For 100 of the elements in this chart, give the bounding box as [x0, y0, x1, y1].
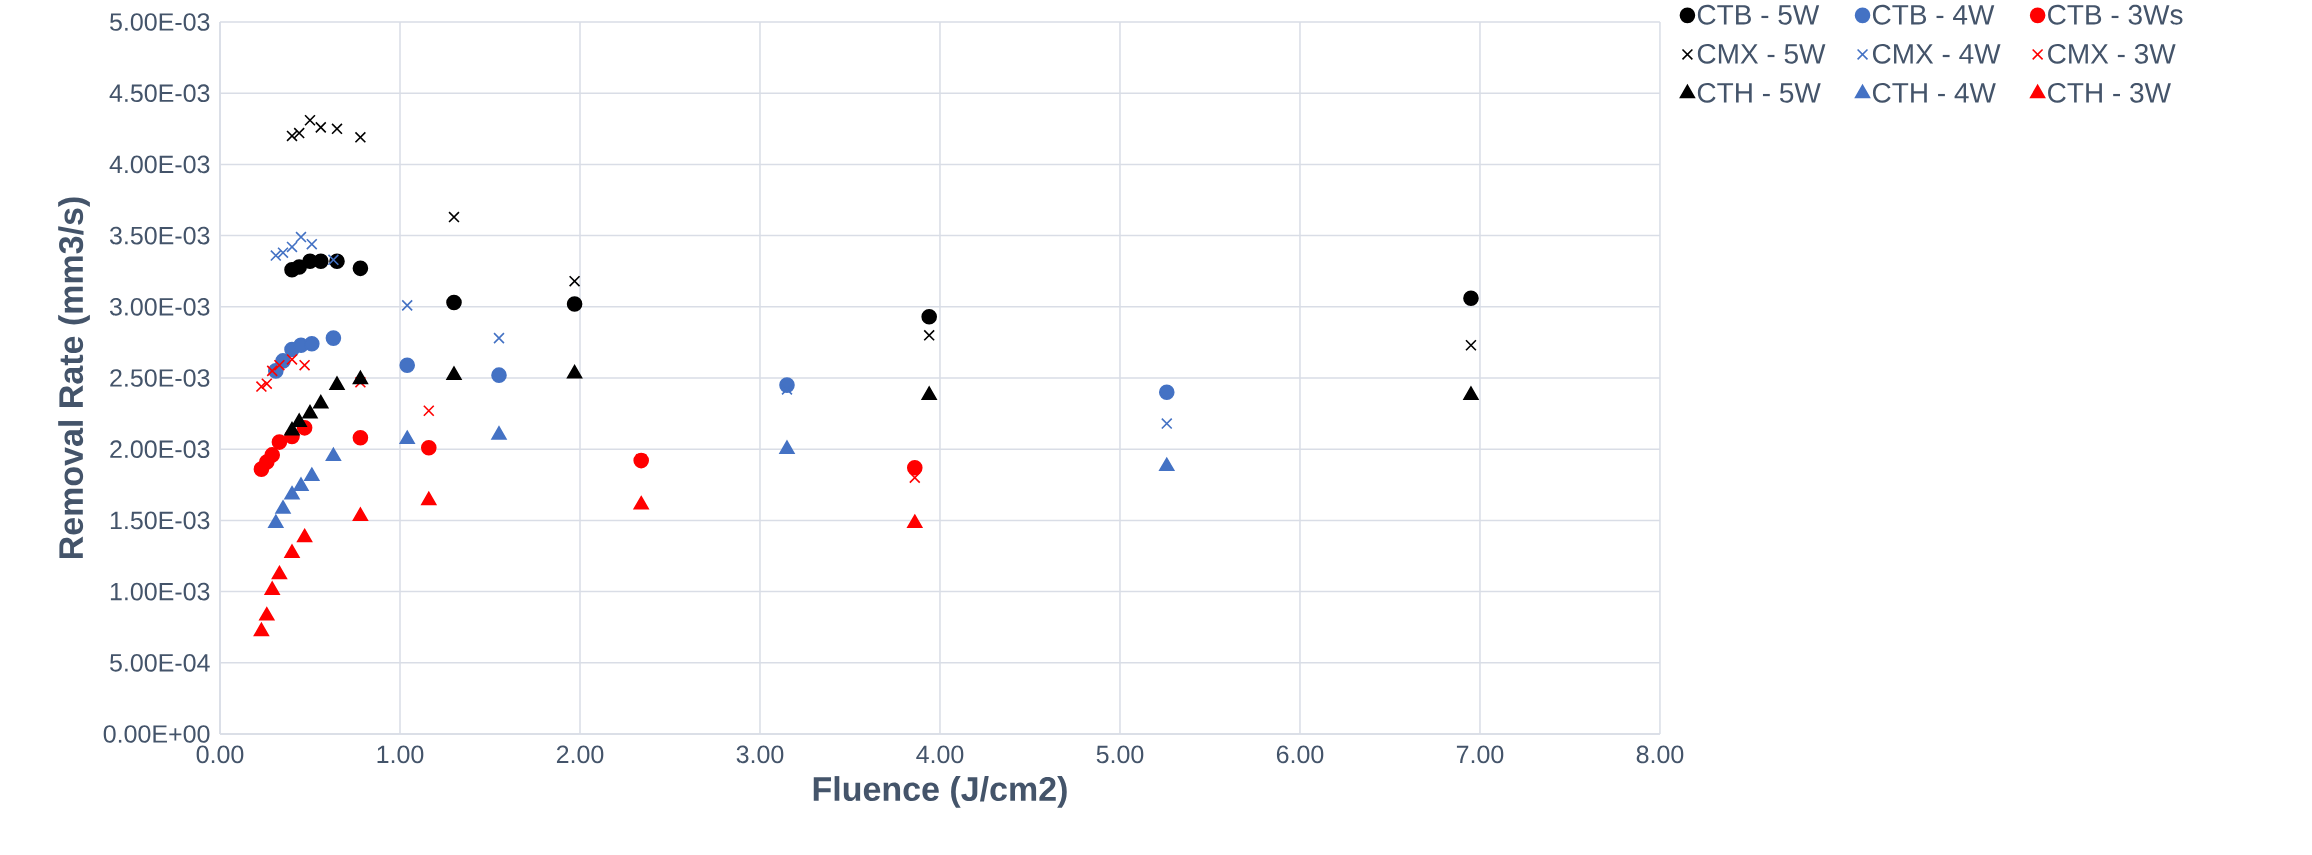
- legend-label: CTH - 3W: [2048, 82, 2171, 103]
- point: [304, 467, 320, 482]
- point: [306, 238, 318, 250]
- point: [329, 376, 345, 390]
- point: [1463, 386, 1479, 400]
- point: [264, 581, 280, 595]
- point: [315, 121, 327, 134]
- x-tick-label: 0.00: [196, 745, 244, 764]
- point: [491, 426, 507, 440]
- x-tick-label: 1.00: [377, 745, 424, 764]
- point: [327, 254, 340, 266]
- point: [253, 622, 270, 637]
- point: [352, 507, 369, 521]
- y-tick-label: 4.00E-03: [109, 155, 210, 174]
- point: [491, 367, 507, 383]
- point: [493, 332, 505, 344]
- x-tick-label: 7.00: [1456, 745, 1504, 764]
- point: [352, 430, 369, 446]
- x-tick-label: 3.00: [736, 745, 784, 764]
- point: [304, 336, 320, 352]
- legend-label: CTH - 5W: [1697, 82, 1821, 103]
- y-tick-label: 0.00E+00: [103, 725, 210, 743]
- point: [261, 377, 273, 390]
- y-tick-label: 1.00E-03: [110, 582, 210, 601]
- point: [354, 131, 367, 144]
- legend-label: CMX - 4W: [1872, 43, 2001, 64]
- point: [293, 127, 305, 139]
- x-tick-label: 5.00: [1096, 745, 1144, 764]
- point: [266, 365, 278, 377]
- point: [921, 308, 937, 325]
- point: [779, 440, 795, 454]
- point: [298, 359, 311, 371]
- point: [284, 485, 300, 500]
- x-tick-label: 2.00: [556, 745, 604, 764]
- point: [325, 447, 342, 462]
- point: [271, 434, 288, 450]
- y-axis-title: Removal Rate (mm3/s): [58, 197, 90, 559]
- point: [423, 405, 435, 417]
- point: [446, 294, 462, 311]
- point: [284, 544, 300, 558]
- legend-label: CTH - 4W: [1872, 82, 1996, 103]
- x-tick-label: 8.00: [1636, 745, 1684, 764]
- point: [446, 366, 462, 380]
- point: [295, 231, 307, 243]
- point: [255, 380, 268, 393]
- point: [296, 528, 313, 543]
- point: [270, 249, 282, 262]
- legend-label: CTB - 3Ws: [2048, 4, 2183, 25]
- y-tick-label: 1.50E-03: [110, 511, 210, 530]
- x-tick-label: 6.00: [1276, 745, 1324, 764]
- point: [566, 296, 583, 312]
- y-tick-label: 5.00E-03: [110, 13, 210, 31]
- point: [923, 329, 935, 342]
- x-tick-label: 4.00: [916, 745, 964, 764]
- point: [566, 364, 583, 379]
- legend-label: CMX - 3W: [2048, 43, 2176, 64]
- point: [399, 430, 415, 445]
- point: [286, 353, 298, 366]
- point: [268, 514, 284, 529]
- legend-label: CMX - 5W: [1697, 43, 1826, 64]
- point: [421, 439, 437, 456]
- point: [325, 330, 342, 346]
- point: [352, 370, 369, 385]
- y-tick-label: 2.00E-03: [110, 440, 210, 459]
- point: [293, 477, 309, 492]
- y-tick-label: 5.00E-04: [110, 653, 210, 672]
- point: [264, 447, 280, 463]
- point: [286, 241, 298, 253]
- point: [304, 114, 316, 126]
- point: [291, 413, 307, 427]
- point: [271, 565, 288, 580]
- y-tick-label: 3.00E-03: [109, 297, 210, 316]
- point: [448, 211, 460, 223]
- point: [401, 299, 413, 312]
- point: [568, 275, 581, 287]
- y-tick-label: 3.50E-03: [109, 226, 210, 245]
- point: [907, 514, 923, 529]
- point: [1161, 417, 1173, 430]
- y-tick-label: 4.50E-03: [109, 84, 210, 103]
- point: [921, 386, 937, 400]
- point: [399, 357, 415, 373]
- point: [275, 500, 291, 514]
- legend-label: CTB - 4W: [1872, 4, 1995, 25]
- point: [1159, 457, 1175, 472]
- point: [302, 404, 318, 419]
- point: [1465, 339, 1477, 351]
- point: [1158, 384, 1175, 401]
- x-axis-title: Fluence (J/cm2): [813, 776, 1067, 808]
- point: [633, 495, 649, 510]
- point: [352, 260, 369, 277]
- point: [331, 123, 343, 135]
- point: [286, 130, 298, 142]
- point: [421, 491, 437, 506]
- legend-label: CTB - 5W: [1697, 4, 1820, 25]
- point: [259, 607, 275, 621]
- point: [277, 246, 289, 259]
- y-tick-label: 2.50E-03: [110, 369, 210, 387]
- point: [313, 394, 329, 409]
- point: [906, 459, 923, 476]
- point: [1463, 290, 1479, 307]
